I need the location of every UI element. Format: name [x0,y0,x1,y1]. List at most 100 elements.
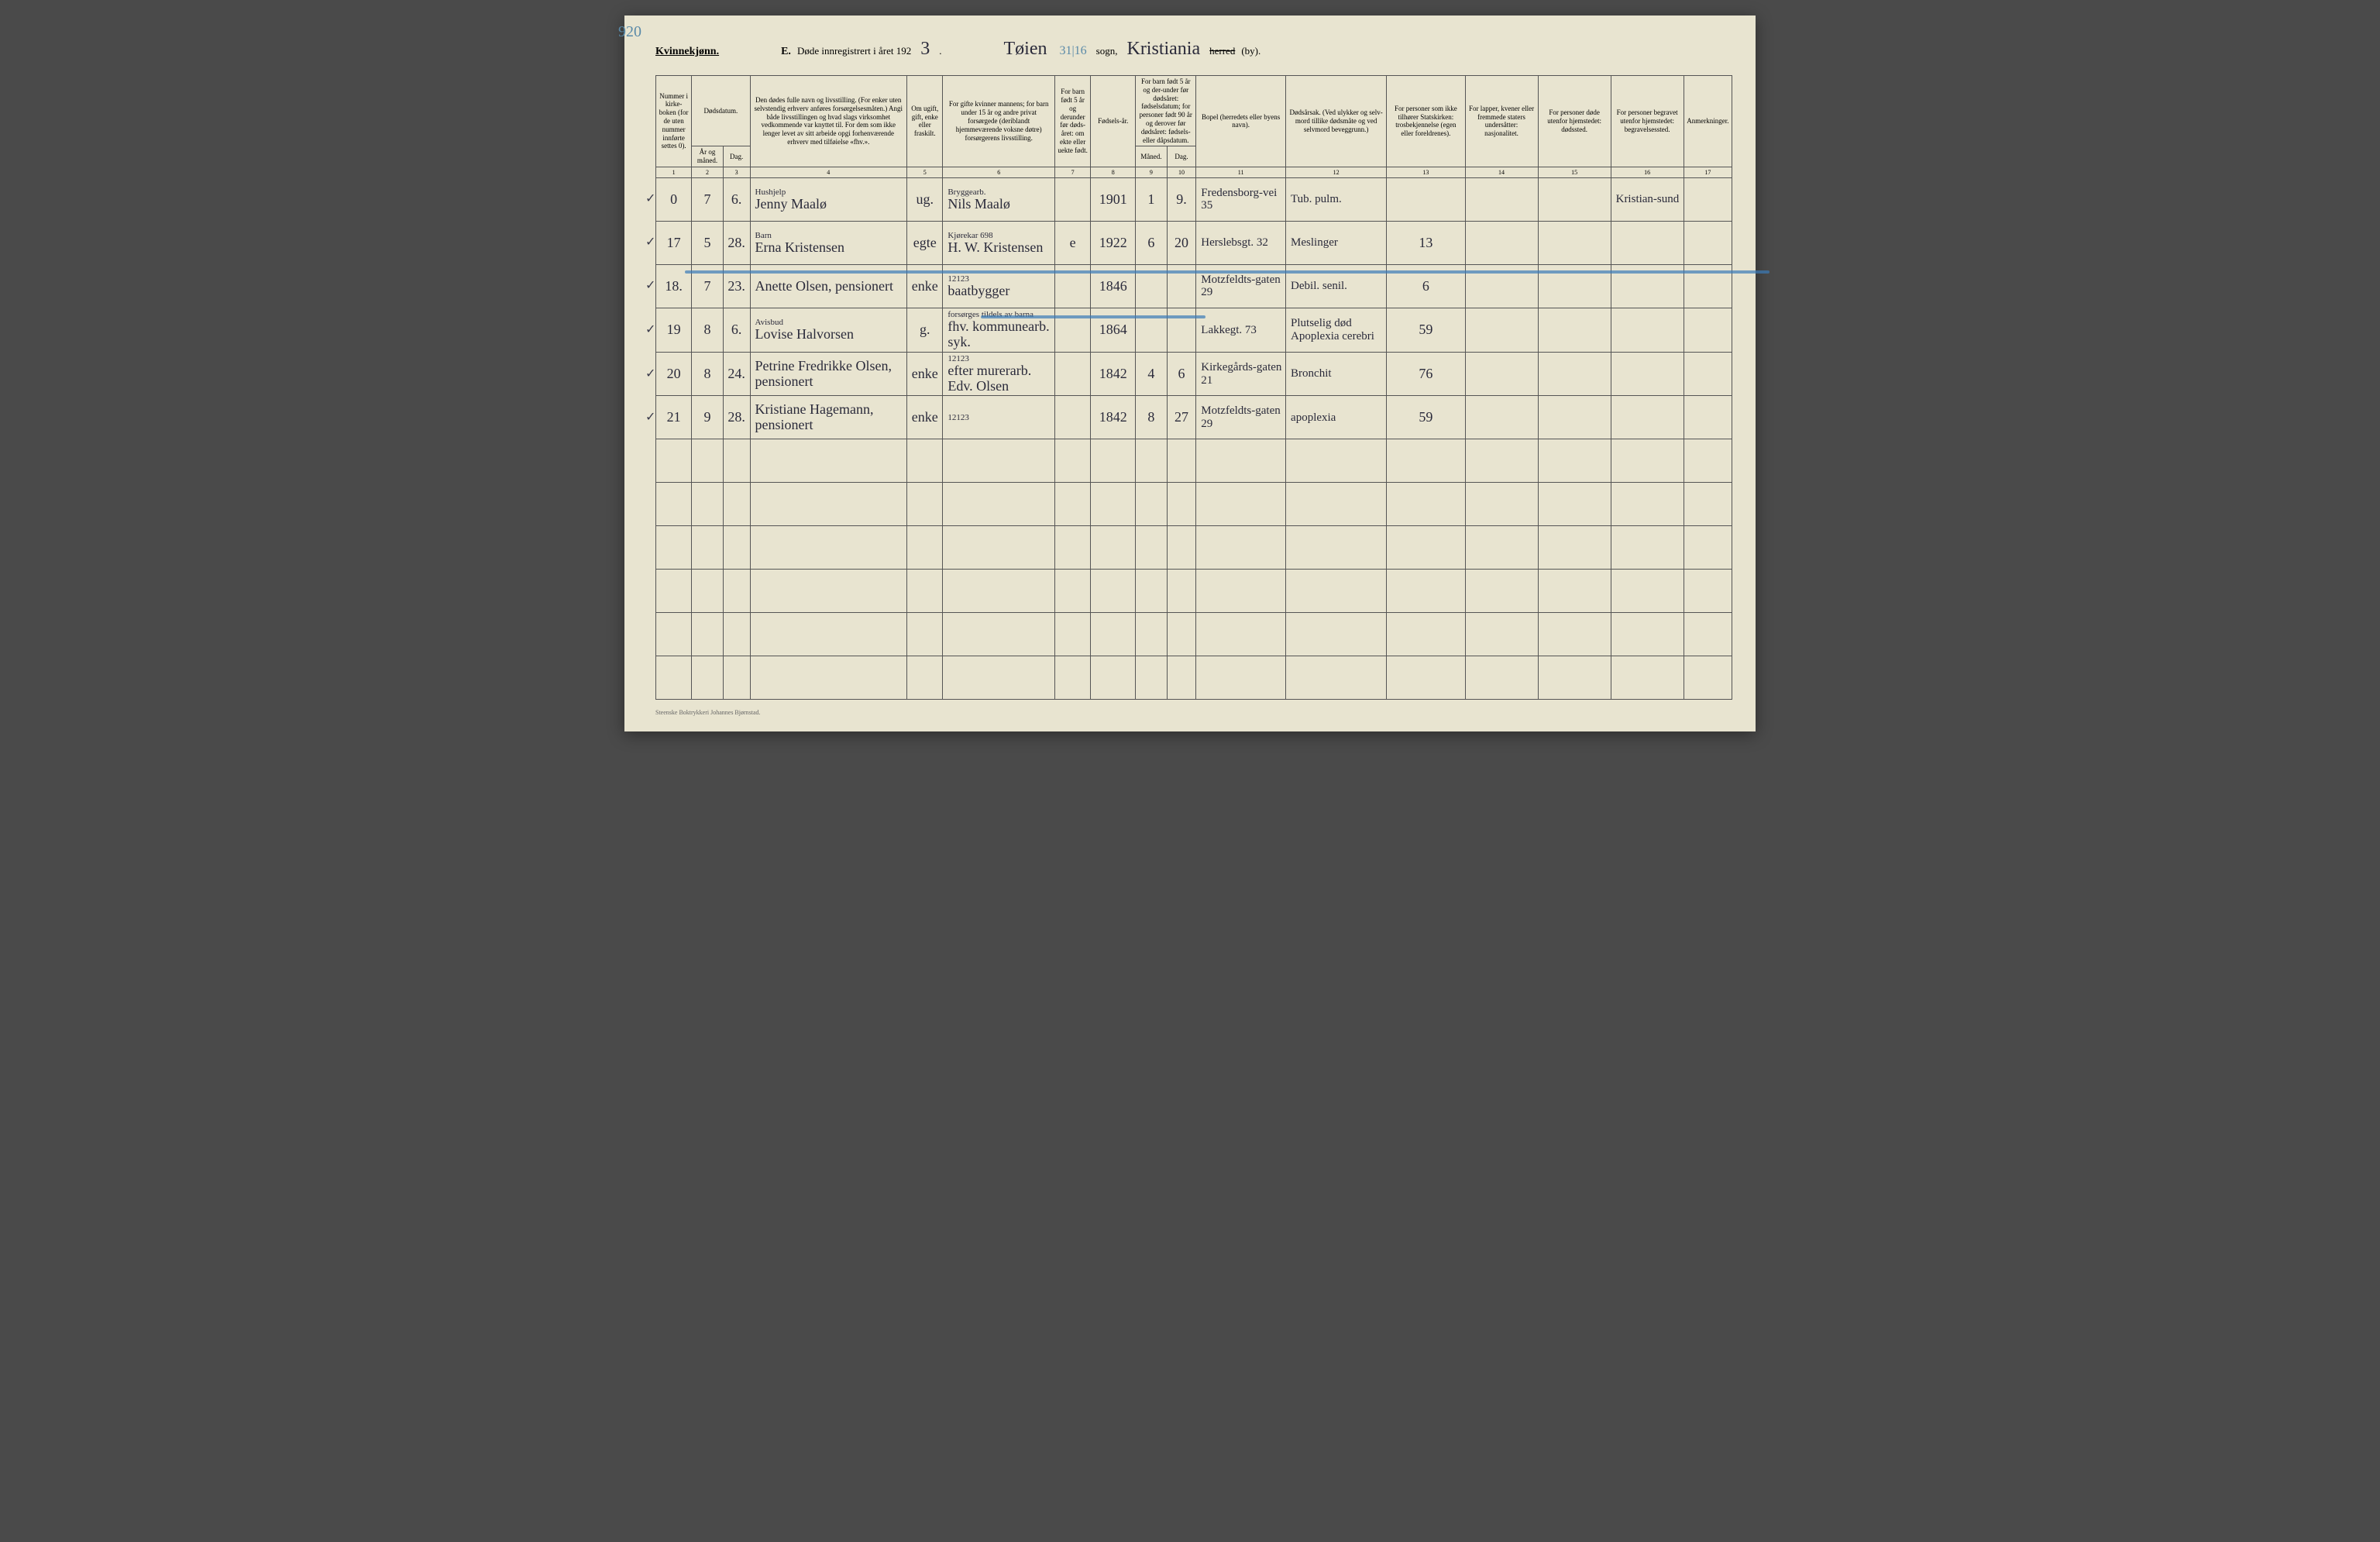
table-cell-empty [1167,656,1196,700]
table-cell [1538,221,1611,264]
row-tick: ✓ [645,411,655,425]
table-cell-empty [1136,656,1168,700]
table-cell: 12123 [943,396,1055,439]
col-header-9: Måned. [1136,146,1168,167]
table-cell-empty [1055,483,1091,526]
table-cell-empty [1091,483,1136,526]
table-row: ✓21928.Kristiane Hagemann, pensionertenk… [656,396,1732,439]
column-number: 9 [1136,167,1168,177]
table-cell: Kristiane Hagemann, pensionert [750,396,907,439]
table-cell: 28. [723,221,750,264]
table-cell: Bronchit [1286,352,1387,396]
table-cell [1538,352,1611,396]
row-tick: ✓ [645,280,655,294]
table-cell: 13 [1387,221,1465,264]
title-prefix: E. [781,46,791,58]
col-header-16: For personer begravet utenfor hjemstedet… [1611,76,1684,167]
table-cell-empty [723,570,750,613]
table-row-empty [656,656,1732,700]
table-cell: Herslebsgt. 32 [1196,221,1286,264]
table-cell-empty [1286,526,1387,570]
table-cell: 7 [692,177,724,221]
table-cell: 59 [1387,396,1465,439]
table-cell-empty [1538,570,1611,613]
table-cell-empty [1167,570,1196,613]
col-header-6: For gifte kvinner mannens; for barn unde… [943,76,1055,167]
table-cell: Tub. pulm. [1286,177,1387,221]
table-cell-empty [1538,526,1611,570]
table-cell: Kirkegårds-gaten 21 [1196,352,1286,396]
table-cell-empty [1611,439,1684,483]
col-header-4: Den dødes fulle navn og livsstilling. (F… [750,76,907,167]
table-cell-empty [1465,656,1538,700]
table-cell-empty [1286,656,1387,700]
table-cell-empty [1167,439,1196,483]
table-cell-empty [1538,483,1611,526]
table-cell-empty [1055,526,1091,570]
table-cell: 12123efter murerarb. Edv. Olsen [943,352,1055,396]
table-cell [1136,308,1168,352]
table-cell: 1901 [1091,177,1136,221]
table-row-empty [656,526,1732,570]
table-cell: BarnErna Kristensen [750,221,907,264]
row-tick: ✓ [645,193,655,207]
table-cell [1055,396,1091,439]
table-cell [1055,177,1091,221]
table-cell-empty [1465,570,1538,613]
table-cell-empty [1465,613,1538,656]
col-header-1: Nummer i kirke-boken (for de uten nummer… [656,76,692,167]
table-cell: 1922 [1091,221,1136,264]
provider-name: Nils Maalø [948,197,1052,212]
provider-note: 12123 [948,354,1052,363]
year-suffix: 3 [917,39,933,60]
table-row: ✓17528.BarnErna KristensenegteKjørekar 6… [656,221,1732,264]
column-number: 17 [1684,167,1732,177]
table-cell-empty [1538,613,1611,656]
blue-correction-line [685,270,1770,274]
table-row: ✓20824.Petrine Fredrikke Olsen, pensione… [656,352,1732,396]
table-cell-empty [907,656,943,700]
sogn-value: Tøien [1000,39,1050,60]
row-tick: ✓ [645,323,655,337]
table-cell: Plutselig død Apoplexia cerebri [1286,308,1387,352]
table-cell: ✓20 [656,352,692,396]
table-cell: Kristian-sund [1611,177,1684,221]
col-header-5: Om ugift, gift, enke eller fraskilt. [907,76,943,167]
table-cell-empty [692,526,724,570]
deceased-name: Jenny Maalø [755,197,905,212]
table-cell: 1842 [1091,352,1136,396]
table-cell-empty [943,570,1055,613]
table-cell: Meslinger [1286,221,1387,264]
column-number: 1 [656,167,692,177]
gender-label: Kvinnekjønn. [655,46,719,58]
table-cell-empty [1387,613,1465,656]
table-cell [1465,396,1538,439]
table-cell: apoplexia [1286,396,1387,439]
table-cell-empty [723,613,750,656]
occupation-note: Hushjelp [755,188,905,197]
table-cell: AvisbudLovise Halvorsen [750,308,907,352]
table-cell-empty [750,570,907,613]
table-cell-empty [1055,570,1091,613]
margin-page-number: 920 [618,23,641,41]
provider-name: H. W. Kristensen [948,240,1052,256]
table-cell-empty [750,656,907,700]
table-cell-empty [1286,439,1387,483]
column-number: 7 [1055,167,1091,177]
table-cell-empty [656,656,692,700]
table-cell: ✓21 [656,396,692,439]
table-cell-empty [692,613,724,656]
table-cell: 27 [1167,396,1196,439]
provider-note: 12123 [948,274,1052,284]
column-number: 16 [1611,167,1684,177]
table-cell: Motzfeldts-gaten 29 [1196,396,1286,439]
table-cell: ✓19 [656,308,692,352]
table-cell: ✓17 [656,221,692,264]
title-main: Døde innregistrert i året 192 [797,45,911,57]
table-cell [1611,352,1684,396]
table-cell-empty [1196,613,1286,656]
table-cell: forsørges tildels av barnafhv. kommunear… [943,308,1055,352]
row-tick: ✓ [645,236,655,250]
table-cell-empty [656,483,692,526]
provider-name: efter murerarb. Edv. Olsen [948,363,1052,394]
